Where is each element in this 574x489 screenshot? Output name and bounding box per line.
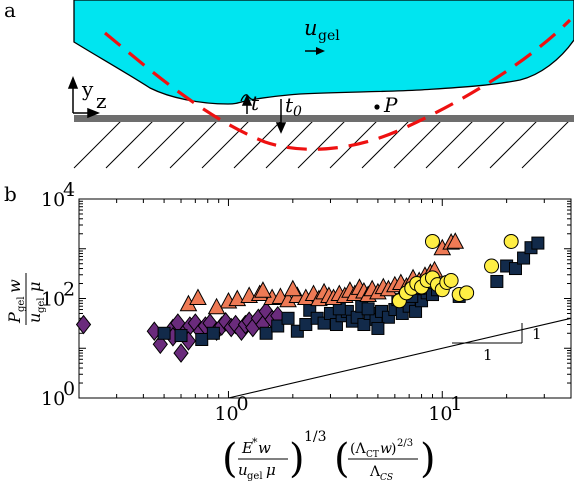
axis-z-label: z — [96, 89, 107, 113]
ylabel-den-u: u — [25, 313, 44, 323]
slope-reference-line — [228, 317, 572, 399]
thickness0-arrow — [275, 99, 287, 134]
xlabel-left-den-sub: gel — [247, 471, 263, 482]
data-point-triangle — [283, 279, 302, 297]
x-axis-label: ( E * w u gel μ ) 1/3 ( (Λ CT w ) 2/3 Λ … — [222, 429, 436, 483]
data-point-square — [206, 326, 220, 340]
data-point-square — [157, 326, 171, 340]
panel-a: a u gel — [4, 0, 574, 169]
x-tick-exponent: 0 — [236, 393, 248, 415]
xlabel-left-num: E — [241, 439, 253, 457]
data-point-triangle — [189, 288, 207, 305]
x-tick-label: 10 — [214, 403, 238, 425]
y-tick-exponent: 2 — [63, 279, 75, 301]
data-point-triangle — [207, 297, 226, 315]
xlabel-paren-close-1: ) — [289, 436, 305, 482]
data-point-square — [299, 318, 313, 332]
velocity-symbol: u — [304, 16, 318, 40]
velocity-arrow — [305, 47, 325, 55]
data-point-circle — [443, 273, 459, 289]
y-tick-label: 10 — [41, 388, 65, 410]
y-tick-label: 10 — [41, 189, 65, 211]
xlabel-paren-open-1: ( — [222, 436, 238, 482]
substrate-surface — [74, 115, 574, 122]
point-p-label: P — [383, 93, 398, 117]
data-marks — [75, 232, 545, 363]
xlabel-left-star: * — [252, 436, 258, 449]
xlabel-paren-close-2: ) — [420, 436, 436, 482]
reference-line — [228, 317, 572, 399]
data-point-square — [508, 262, 522, 276]
data-point-square — [490, 274, 504, 288]
ylabel-num-w: w — [5, 279, 24, 293]
xlabel-right-num-power: 2/3 — [397, 438, 413, 449]
xlabel-right-num-close: ) — [391, 441, 396, 457]
data-point-square — [357, 318, 371, 332]
y-tick-exponent: 0 — [63, 378, 75, 400]
data-point-square — [195, 332, 209, 346]
gel-body — [73, 0, 574, 105]
data-point-square — [531, 236, 545, 250]
slope-label-vertical: 1 — [532, 325, 542, 343]
x-tick-exponent: 1 — [450, 393, 462, 415]
ylabel-num-p: P — [5, 312, 24, 324]
data-point-diamond — [152, 334, 168, 355]
point-p-marker — [374, 104, 380, 110]
data-point-square — [517, 251, 531, 265]
data-point-triangle — [254, 281, 272, 298]
y-tick-label: 10 — [41, 289, 65, 311]
data-point-circle — [459, 285, 475, 301]
data-point-circle — [503, 233, 519, 249]
slope-label-horizontal: 1 — [483, 346, 493, 364]
data-point-diamond — [173, 343, 189, 363]
xlabel-right-num-sub: CT — [366, 450, 379, 460]
data-point-triangle — [446, 232, 465, 249]
thickness0-symbol: t — [285, 93, 294, 117]
data-point-circle — [424, 233, 440, 249]
xlabel-right-num-w: w — [380, 441, 392, 457]
xlabel-power: 1/3 — [304, 429, 327, 445]
xlabel-paren-open-2: ( — [334, 436, 350, 482]
y-axis-label: P gel w u gel μ — [5, 273, 47, 325]
thickness-arrow — [241, 94, 253, 114]
xlabel-right-num: (Λ — [350, 441, 366, 457]
panel-b-label: b — [4, 182, 17, 206]
xlabel-right-den-sub: CS — [380, 473, 393, 483]
thickness-label: t — [251, 91, 260, 115]
data-point-square — [271, 319, 285, 333]
coordinate-axes — [67, 75, 101, 119]
xlabel-left-den-mu: μ — [266, 461, 276, 479]
panel-a-label: a — [4, 0, 16, 22]
data-point-diamond — [75, 314, 92, 335]
ylabel-num-sub: gel — [16, 296, 27, 312]
data-point-square — [281, 311, 295, 325]
data-point-circle — [484, 258, 500, 274]
xlabel-left-w: w — [258, 439, 271, 457]
substrate-hatch — [73, 120, 570, 169]
data-point-square — [371, 321, 385, 335]
slope-triangle — [452, 323, 523, 344]
ylabel-den-mu: μ — [25, 282, 44, 292]
xlabel-left-den-u: u — [238, 461, 248, 479]
xlabel-right-den: Λ — [369, 464, 381, 480]
axis-y-label: y — [81, 77, 94, 101]
data-point-square — [174, 329, 188, 343]
data-point-square — [361, 302, 375, 316]
minor-ticks — [78, 198, 572, 399]
velocity-subscript: gel — [318, 28, 340, 44]
data-point-square — [259, 326, 273, 340]
ylabel-den-sub: gel — [36, 297, 47, 313]
x-tick-label: 10 — [428, 403, 452, 425]
y-tick-exponent: 4 — [63, 179, 75, 201]
contact-curve — [103, 18, 572, 151]
thickness0-subscript: 0 — [293, 104, 302, 120]
